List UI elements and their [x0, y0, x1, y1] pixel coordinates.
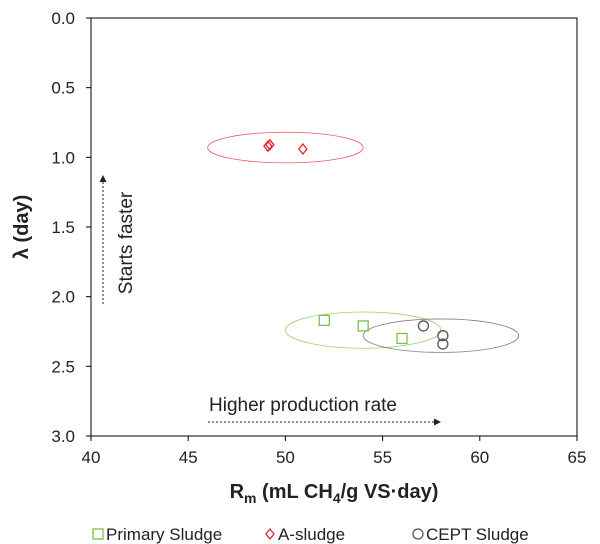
starts-faster-label: Starts faster: [116, 191, 137, 294]
legend-marker: [92, 528, 104, 540]
higher-production-label: Higher production rate: [209, 395, 397, 416]
data-point: [265, 138, 275, 151]
x-tick-label: 40: [82, 448, 101, 467]
data-point: [396, 332, 408, 345]
y-tick-label: 3.0: [51, 427, 75, 446]
x-tick-label: 60: [470, 448, 489, 467]
plot-area: [90, 17, 578, 437]
data-point: [318, 314, 330, 327]
legend-label: Primary Sludge: [106, 525, 222, 544]
legend-label: CEPT Sludge: [426, 525, 529, 544]
data-point: [437, 338, 449, 350]
y-tick-label: 2.5: [51, 357, 75, 376]
data-point: [357, 320, 369, 332]
legend-marker: [412, 528, 424, 540]
y-tick-label: 0.5: [51, 79, 75, 98]
x-axis-label-sub: m: [244, 490, 256, 506]
legend-label: A-sludge: [278, 525, 345, 544]
x-axis-label-main: R: [230, 481, 245, 503]
cluster-ellipse: [284, 311, 442, 349]
y-tick-label: 1.5: [51, 218, 75, 237]
x-tick-label: 50: [276, 448, 295, 467]
legend-marker: [265, 527, 275, 541]
x-tick-label: 45: [179, 448, 198, 467]
x-axis-label-mid: (mL CH: [257, 481, 333, 503]
data-point: [437, 330, 449, 342]
x-axis-label-sub2: 4: [333, 490, 341, 506]
y-tick-label: 0.0: [51, 9, 75, 28]
y-tick-label: 1.0: [51, 148, 75, 167]
y-axis-label: λ (day): [11, 195, 33, 259]
legend: Primary Sludge A-sludge CEPT Sludge: [92, 525, 529, 544]
cluster-ellipses: [207, 131, 520, 353]
y-tick-label: 2.0: [51, 288, 75, 307]
x-axis-label-end: /g VS·day): [341, 481, 439, 503]
x-tick-label: 65: [568, 448, 587, 467]
data-points: [263, 138, 449, 350]
cluster-ellipse: [362, 318, 520, 353]
x-axis-ticks: 40 45 50 55 60 65: [82, 436, 587, 467]
y-axis-ticks: 0.0 0.5 1.0 1.5 2.0 2.5 3.0: [51, 9, 91, 446]
x-tick-label: 55: [373, 448, 392, 467]
cluster-ellipse: [207, 131, 364, 164]
data-point: [417, 320, 430, 332]
x-axis-label: Rm (mL CH4/g VS·day): [230, 481, 439, 506]
data-point: [298, 142, 308, 156]
